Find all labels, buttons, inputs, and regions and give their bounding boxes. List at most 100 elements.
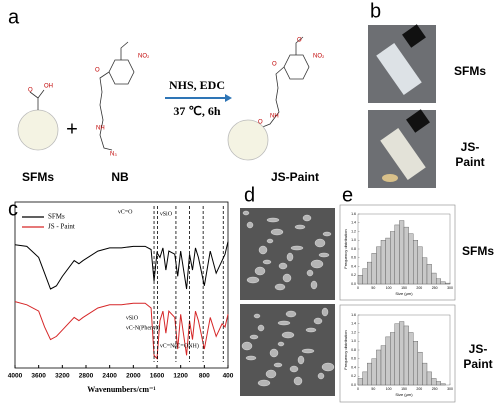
x-tick-label: 0	[357, 286, 359, 290]
particle	[305, 327, 317, 333]
photos	[368, 24, 436, 188]
y-tick-label: 1.0	[351, 339, 356, 343]
histogram-bar	[399, 220, 405, 285]
y-tick-label: 0.6	[351, 357, 356, 361]
histogram-bar	[362, 371, 368, 386]
particle	[286, 252, 294, 262]
histogram-bar	[417, 246, 423, 285]
histogram-bar	[376, 246, 382, 285]
reactant-label: NB	[111, 170, 129, 184]
condition: 37 ℃, 6h	[173, 104, 220, 118]
structures	[17, 36, 310, 161]
particle	[269, 348, 279, 358]
particle	[277, 320, 291, 326]
atom-label: NH	[270, 114, 279, 120]
y-axis-label: Frequency distribution	[343, 330, 348, 369]
histogram-bar	[399, 321, 405, 386]
annotation: νC=O	[118, 209, 133, 215]
particle	[266, 217, 280, 223]
x-tick-label: 250	[432, 286, 438, 290]
particle	[313, 317, 323, 325]
histogram-bar	[413, 341, 419, 386]
y-tick-label: 1.6	[351, 212, 356, 216]
particle	[318, 252, 330, 258]
annotation: νSiO	[160, 211, 173, 217]
y-tick-label: 1.0	[351, 238, 356, 242]
histogram-bar	[440, 383, 446, 386]
x-tick-label: 200	[416, 387, 422, 391]
x-tick-label: 250	[432, 387, 438, 391]
atom-label: O	[297, 38, 302, 44]
histogram-bar	[376, 349, 382, 386]
particle	[302, 214, 312, 222]
spectrum-line	[14, 301, 229, 360]
histogram-bar	[408, 233, 414, 285]
particle	[258, 245, 268, 255]
histogram-bar	[394, 224, 400, 285]
x-tick-label: 300	[447, 286, 453, 290]
histogram-bar	[357, 378, 363, 386]
histogram-bar	[422, 362, 428, 386]
y-tick-label: 0.2	[351, 374, 356, 378]
particle	[306, 269, 314, 277]
x-axis-label: Size (μm)	[395, 291, 413, 296]
histogram-bar	[371, 253, 377, 285]
side-label: JS-	[461, 140, 480, 154]
y-tick-label: 1.4	[351, 221, 356, 225]
particle	[314, 238, 326, 248]
atom-label: N₃	[110, 152, 117, 158]
x-tick-label: 2000	[126, 373, 141, 380]
panel-label: b	[370, 0, 381, 22]
y-tick-label: 0.0	[351, 383, 356, 387]
particle	[273, 362, 283, 368]
legend-label: JS - Paint	[48, 223, 75, 231]
particle	[242, 210, 250, 216]
x-tick-label: 50	[371, 387, 375, 391]
x-tick-label: 800	[199, 373, 210, 380]
x-tick-label: 150	[401, 387, 407, 391]
panel-label: a	[8, 6, 20, 28]
histogram-bar	[408, 332, 414, 386]
particle	[297, 355, 305, 365]
y-tick-label: 0.8	[351, 348, 356, 352]
histogram-bar	[385, 237, 391, 285]
particle	[293, 376, 303, 386]
particle	[310, 280, 318, 290]
particle	[321, 307, 329, 317]
panel-label: c	[8, 198, 18, 220]
histogram-bar	[380, 240, 386, 285]
atom-label: O	[258, 120, 263, 126]
x-tick-label: 400	[223, 373, 234, 380]
annotation: νC=N(C=ONH)	[160, 342, 199, 349]
particle	[257, 324, 265, 332]
annotation: νSiO	[126, 315, 139, 321]
x-tick-label: 1600	[150, 373, 165, 380]
atom-label: O	[28, 88, 33, 94]
histogram-bar	[357, 275, 363, 285]
particle	[317, 372, 325, 380]
y-tick-label: 1.4	[351, 322, 356, 326]
histogram-bar	[417, 351, 423, 386]
x-tick-label: 4000	[8, 373, 23, 380]
particle	[246, 221, 254, 229]
plot-frame	[14, 201, 229, 369]
histogram-bar	[371, 358, 377, 386]
particle	[294, 224, 306, 230]
spectrum-line	[14, 241, 229, 290]
particle	[265, 369, 277, 379]
particle	[241, 341, 253, 351]
histogram-bar	[367, 261, 373, 285]
y-tick-label: 1.6	[351, 313, 356, 317]
x-axis-label: Wavenumbers/cm⁻¹	[87, 385, 156, 394]
x-tick-label: 200	[416, 286, 422, 290]
x-tick-label: 150	[401, 286, 407, 290]
histogram-bar	[431, 378, 437, 386]
condition: NHS, EDC	[169, 78, 225, 92]
x-tick-label: 300	[447, 387, 453, 391]
y-tick-label: 1.2	[351, 229, 356, 233]
x-tick-label: 100	[386, 387, 392, 391]
particle	[301, 348, 315, 354]
particle	[245, 355, 257, 361]
plus: +	[66, 118, 78, 140]
histogram-bar	[380, 345, 386, 386]
